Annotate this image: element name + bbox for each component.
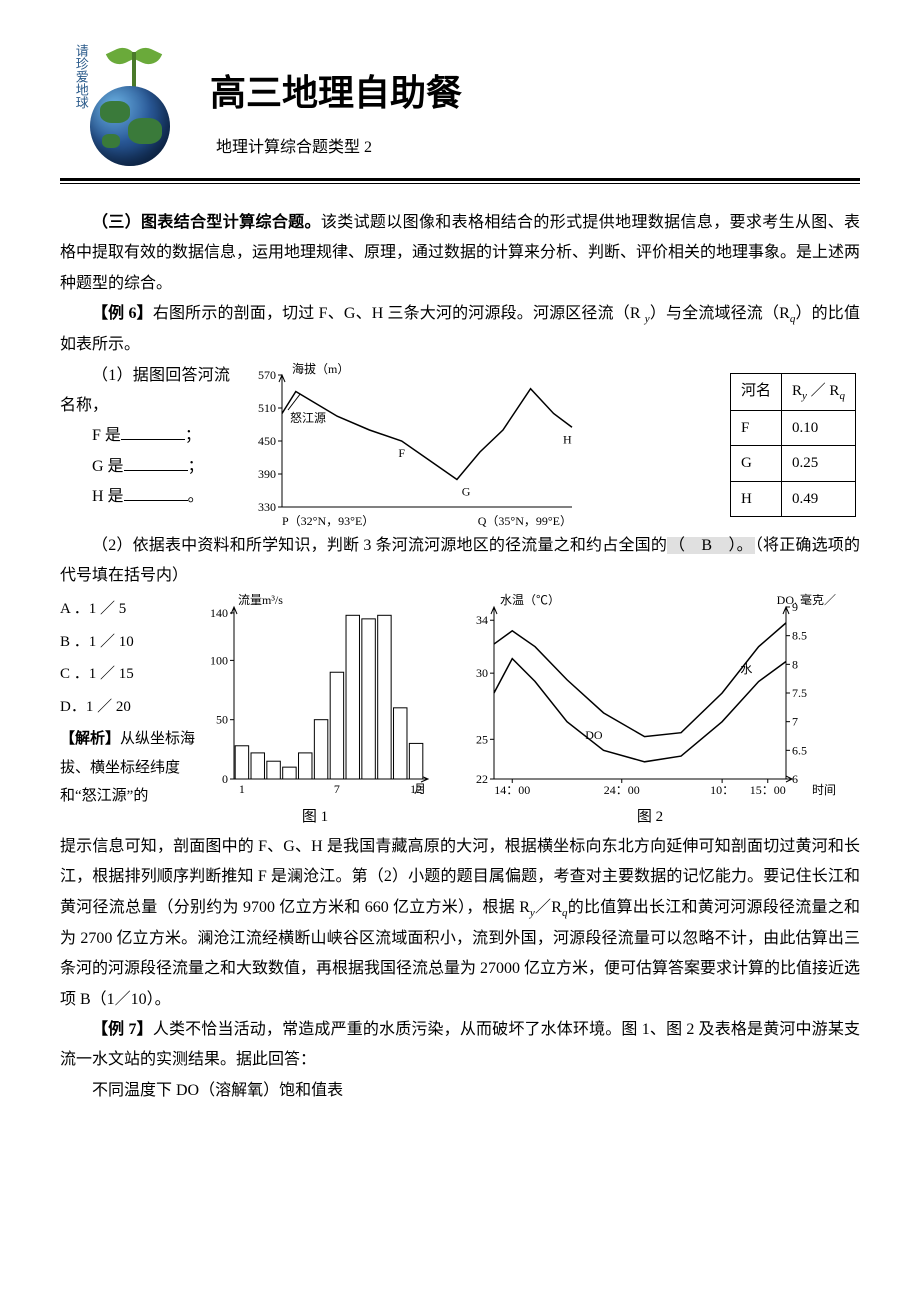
fig1-wrap: 050100140流量m³/s1712月 图 1: [200, 591, 430, 832]
figures-wrap: 050100140流量m³/s1712月 图 1 22253034水温（℃）66…: [200, 591, 840, 832]
ex7-stem: 【例 7】人类不恰当活动，常造成严重的水质污染，从而破坏了水体环境。图 1、图 …: [60, 1015, 860, 1076]
svg-text:6: 6: [792, 772, 798, 786]
svg-text:7: 7: [334, 782, 340, 796]
svg-text:510: 510: [258, 401, 276, 415]
ex6-questions: （1）据图回答河流名称， F 是； G 是； H 是。: [60, 361, 230, 513]
blank-g[interactable]: [124, 454, 188, 471]
svg-text:450: 450: [258, 434, 276, 448]
svg-text:8.5: 8.5: [792, 629, 807, 643]
stem-icon: [132, 52, 136, 90]
svg-text:流量m³/s: 流量m³/s: [238, 593, 283, 607]
profile-svg: 330 390 450 510 570 海拔（m） 怒江源 F G H P（32°N，93°E） Q（…: [242, 361, 582, 531]
ex6-q2: （2）依据表中资料和所学知识，判断 3 条河流河源地区的径流量之和约占全国的（ …: [60, 531, 860, 592]
svg-text:570: 570: [258, 368, 276, 382]
svg-text:30: 30: [476, 667, 488, 681]
svg-text:DO: DO: [585, 728, 603, 742]
svg-text:1: 1: [239, 782, 245, 796]
svg-text:100: 100: [210, 654, 228, 668]
svg-text:海拔（m）: 海拔（m）: [292, 361, 349, 376]
divider-thin: [60, 183, 860, 184]
option-d: D．1 ／ 20: [60, 693, 200, 722]
svg-text:24：00: 24：00: [604, 783, 640, 797]
ex6-q1-intro: （1）据图回答河流名称，: [60, 361, 230, 422]
fig1-chart: 050100140流量m³/s1712月: [200, 591, 430, 801]
ex6-q1-h: H 是。: [60, 482, 230, 512]
svg-text:DO. 毫克／: DO. 毫克／: [777, 592, 836, 607]
earth-logo: 请珍爱地球: [60, 40, 190, 170]
svg-text:Q（35°N，99°E）: Q（35°N，99°E）: [478, 514, 572, 528]
svg-text:140: 140: [210, 606, 228, 620]
ex6-q1-f: F 是；: [60, 421, 230, 451]
title-block: 高三地理自助餐 地理计算综合题类型 2: [210, 47, 860, 164]
svg-text:时间: 时间: [812, 783, 836, 797]
svg-text:6.5: 6.5: [792, 744, 807, 758]
analysis-lead: 【解析】从纵坐标海拔、横坐标经纬度和“怒江源”的: [60, 725, 200, 811]
answer-highlight: （ B ）。: [667, 537, 755, 554]
svg-text:8: 8: [792, 658, 798, 672]
ex6-label: 【例 6】: [92, 305, 153, 322]
ex7-table-intro: 不同温度下 DO（溶解氧）饱和值表: [60, 1076, 860, 1106]
ex6-q1-g: G 是；: [60, 452, 230, 482]
svg-text:34: 34: [476, 614, 488, 628]
blank-f[interactable]: [121, 423, 185, 440]
section3-para: （三）图表结合型计算综合题。该类试题以图像和表格相结合的形式提供地理数据信息，要…: [60, 208, 860, 299]
svg-text:怒江源: 怒江源: [290, 410, 326, 425]
option-a: A ．1 ／ 5: [60, 595, 200, 624]
logo-caption: 请珍爱地球: [68, 44, 93, 109]
svg-text:330: 330: [258, 500, 276, 514]
sub-title: 地理计算综合题类型 2: [216, 133, 860, 163]
svg-text:10：: 10：: [710, 783, 734, 797]
svg-text:F: F: [398, 446, 405, 460]
ex7-label: 【例 7】: [92, 1021, 153, 1038]
fig2-caption: 图 2: [460, 803, 840, 832]
svg-text:月: 月: [414, 782, 426, 796]
river-table-wrap: 河名Ry ／ RqF0.10G0.25H0.49: [730, 361, 860, 517]
svg-text:390: 390: [258, 467, 276, 481]
svg-text:15：00: 15：00: [750, 783, 786, 797]
svg-text:水: 水: [740, 663, 752, 677]
header: 请珍爱地球 高三地理自助餐 地理计算综合题类型 2: [60, 40, 860, 170]
options-and-lead: A ．1 ／ 5 B ．1 ／ 10 C ．1 ／ 15 D．1 ／ 20 【解…: [60, 591, 200, 815]
svg-text:H: H: [563, 432, 572, 446]
river-table: 河名Ry ／ RqF0.10G0.25H0.49: [730, 373, 856, 517]
ex6-row: （1）据图回答河流名称， F 是； G 是； H 是。 330 390 450 510…: [60, 361, 860, 531]
svg-text:14：00: 14：00: [494, 783, 530, 797]
svg-text:25: 25: [476, 733, 488, 747]
svg-text:7: 7: [792, 715, 798, 729]
main-title: 高三地理自助餐: [210, 59, 860, 127]
profile-chart: 330 390 450 510 570 海拔（m） 怒江源 F G H P（32°N，93°E） Q（…: [242, 361, 718, 531]
fig1-caption: 图 1: [200, 803, 430, 832]
svg-text:22: 22: [476, 772, 488, 786]
fig2-chart: 22253034水温（℃）66.577.588.59DO. 毫克／14：0024…: [460, 591, 840, 801]
globe-icon: [90, 86, 170, 166]
option-b: B ．1 ／ 10: [60, 628, 200, 657]
charts-row: A ．1 ／ 5 B ．1 ／ 10 C ．1 ／ 15 D．1 ／ 20 【解…: [60, 591, 860, 832]
ex7-body: 人类不恰当活动，常造成严重的水质污染，从而破坏了水体环境。图 1、图 2 及表格…: [60, 1021, 860, 1068]
leaf-icon: [132, 43, 162, 68]
ex6-analysis: 提示信息可知，剖面图中的 F、G、H 是我国青藏高原的大河，根据横坐标向东北方向…: [60, 832, 860, 1015]
svg-text:P（32°N，93°E）: P（32°N，93°E）: [282, 514, 374, 528]
ex6-stem: 【例 6】右图所示的剖面，切过 F、G、H 三条大河的河源段。河源区径流（R y…: [60, 299, 860, 360]
option-c: C ．1 ／ 15: [60, 660, 200, 689]
divider-thick: [60, 178, 860, 181]
svg-text:G: G: [462, 484, 471, 498]
svg-text:水温（℃）: 水温（℃）: [500, 593, 560, 607]
blank-h[interactable]: [124, 484, 188, 501]
section3-heading: （三）图表结合型计算综合题。: [92, 214, 321, 231]
svg-text:7.5: 7.5: [792, 686, 807, 700]
svg-text:0: 0: [222, 772, 228, 786]
svg-text:50: 50: [216, 713, 228, 727]
fig2-wrap: 22253034水温（℃）66.577.588.59DO. 毫克／14：0024…: [460, 591, 840, 832]
